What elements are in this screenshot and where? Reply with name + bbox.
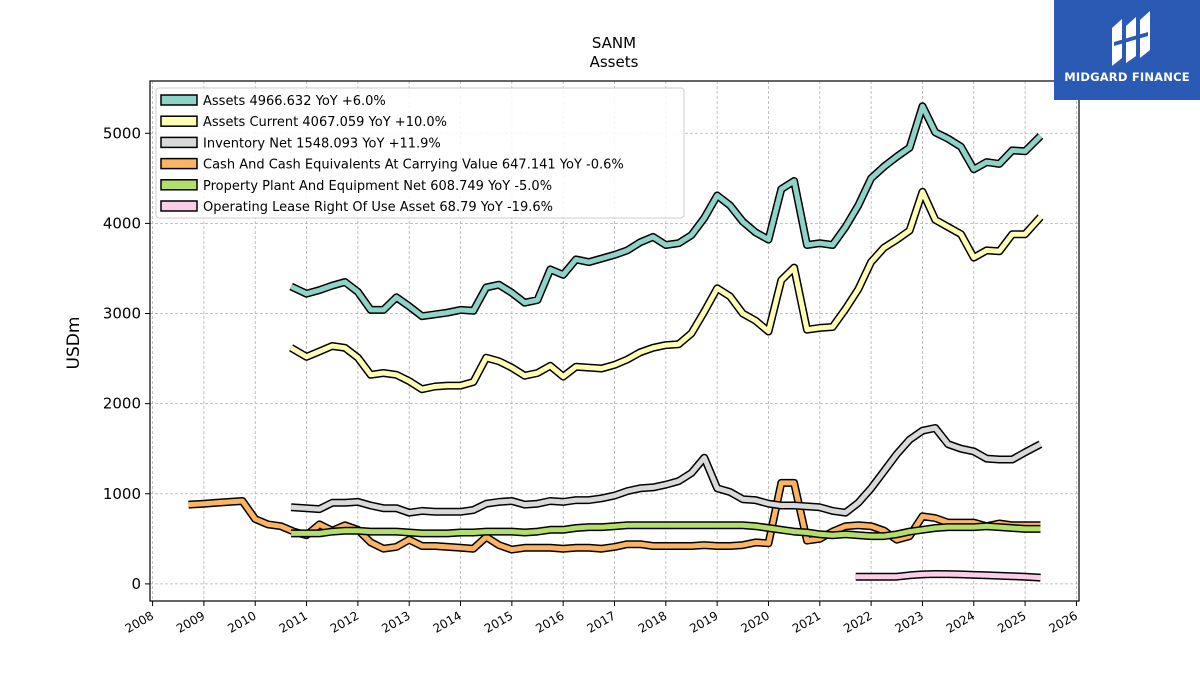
- chart-subtitle: Assets: [590, 53, 639, 71]
- x-tick-label: 2009: [174, 608, 207, 635]
- series-line: [290, 103, 1043, 319]
- y-tick-label: 5000: [103, 124, 141, 142]
- legend-label: Assets Current 4067.059 YoY +10.0%: [203, 115, 447, 130]
- x-tick-label: 2015: [482, 608, 515, 635]
- logo-mark-icon: [1112, 11, 1150, 66]
- x-tick-label: 2023: [893, 608, 926, 635]
- x-tick-label: 2016: [533, 608, 566, 635]
- series-group: [188, 102, 1044, 582]
- x-tick-label: 2012: [328, 608, 361, 635]
- y-tick-label: 2000: [103, 395, 141, 413]
- legend-label: Operating Lease Right Of Use Asset 68.79…: [203, 200, 553, 215]
- y-tick-label: 0: [131, 575, 141, 593]
- legend-swatch: [160, 94, 198, 106]
- x-tick-label: 2018: [636, 608, 669, 635]
- x-tick-label: 2010: [225, 608, 258, 635]
- legend-label: Cash And Cash Equivalents At Carrying Va…: [203, 158, 624, 173]
- y-tick-label: 4000: [103, 214, 141, 232]
- chart-title: SANM: [592, 34, 636, 52]
- legend-swatch: [160, 179, 198, 191]
- x-tick-label: 2024: [944, 608, 977, 635]
- x-tick-label: 2020: [739, 608, 772, 635]
- x-tick-label: 2021: [790, 608, 823, 635]
- series-line: [290, 425, 1042, 516]
- legend-label: Inventory Net 1548.093 YoY +11.9%: [203, 136, 441, 151]
- series-line: [855, 571, 1041, 581]
- x-tick-label: 2014: [431, 608, 464, 635]
- x-tick-label: 2019: [687, 608, 720, 635]
- x-tick-label: 2013: [379, 608, 412, 635]
- legend-swatch: [160, 200, 198, 212]
- x-tick-label: 2017: [585, 608, 618, 635]
- legend-swatch: [160, 115, 198, 127]
- series-line: [289, 189, 1043, 392]
- x-tick-label: 2011: [277, 608, 310, 635]
- series-line: [291, 522, 1041, 539]
- x-tick-label: 2008: [123, 608, 156, 635]
- x-tick-label: 2026: [1046, 608, 1079, 635]
- y-tick-label: 3000: [103, 305, 141, 323]
- legend-swatch: [160, 157, 198, 170]
- legend-swatch: [160, 136, 198, 149]
- legend-box: [155, 87, 685, 219]
- legend-label: Property Plant And Equipment Net 608.749…: [203, 179, 552, 194]
- x-tick-label: 2025: [995, 608, 1028, 635]
- series-line-outline: [290, 424, 1043, 517]
- brand-logo: MIDGARD FINANCE: [1054, 0, 1200, 100]
- legend: Assets 4966.632 YoY +6.0% Assets Current …: [155, 87, 685, 219]
- legend-label: Assets 4966.632 YoY +6.0%: [203, 94, 386, 109]
- y-axis-label: USDm: [64, 317, 84, 370]
- x-tick-label: 2022: [841, 608, 874, 635]
- y-tick-label: 1000: [103, 485, 141, 503]
- logo-text: MIDGARD FINANCE: [1064, 70, 1190, 84]
